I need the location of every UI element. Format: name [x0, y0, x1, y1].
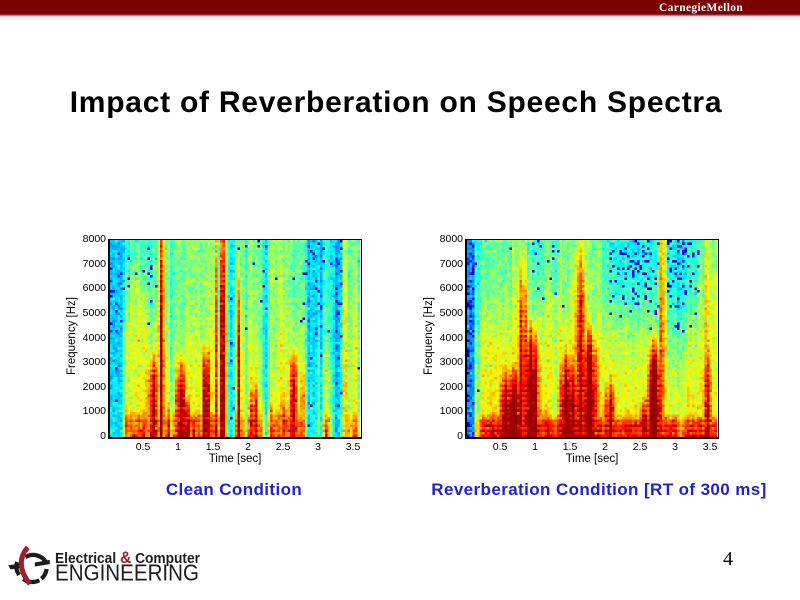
svg-text:Electrical & Computer: Electrical & Computer: [55, 549, 200, 567]
svg-text:ENGINEERING: ENGINEERING: [55, 560, 199, 586]
